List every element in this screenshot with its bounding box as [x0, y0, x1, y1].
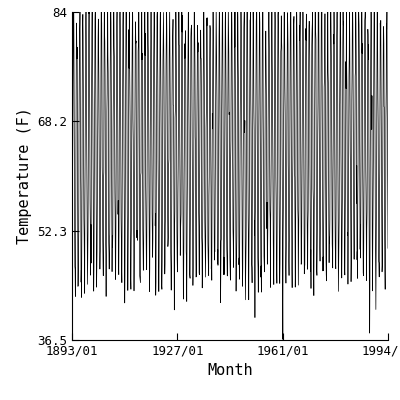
Y-axis label: Temperature (F): Temperature (F)	[16, 108, 32, 244]
X-axis label: Month: Month	[207, 364, 253, 378]
